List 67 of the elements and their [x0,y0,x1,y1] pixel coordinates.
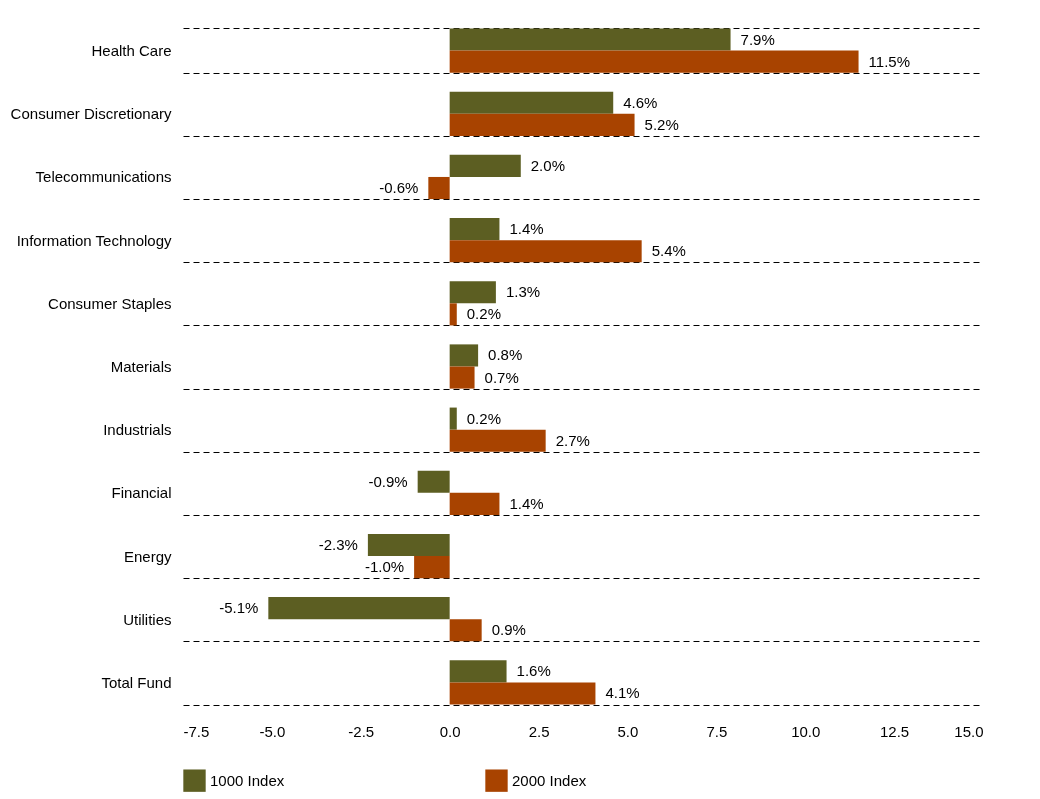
bar [449,619,482,642]
y-tick-label: Utilities [123,610,172,628]
y-tick-label: Consumer Staples [48,294,172,312]
data-label: 2.7% [555,431,590,449]
y-tick-label: Financial [111,484,172,502]
bar [268,597,450,620]
bar [414,556,450,579]
bar [449,429,546,452]
x-tick-label: -7.5 [183,722,210,740]
data-label: 0.2% [466,305,501,323]
data-label: -5.1% [219,599,259,617]
x-tick-label: -2.5 [348,722,375,740]
x-tick-label: 5.0 [617,722,639,740]
y-tick-label: Energy [123,547,172,565]
data-label: 4.6% [623,93,658,111]
bar [417,470,450,493]
y-tick-label: Health Care [91,42,172,60]
x-tick-label: 2.5 [528,722,550,740]
x-tick-label: 0.0 [439,722,461,740]
y-tick-label: Total Fund [101,673,172,691]
bar [449,366,475,389]
data-label: 1.6% [516,662,551,680]
bar [449,682,596,705]
bar [449,113,635,136]
data-label: 5.4% [651,242,686,260]
legend-label: 2000 Index [512,771,587,789]
y-tick-label: Industrials [103,421,172,439]
legend-label: 1000 Index [210,771,285,789]
bar [449,303,457,326]
x-tick-label: 10.0 [791,722,821,740]
data-label: 1.4% [509,494,544,512]
bar [449,91,614,114]
data-label: 1.3% [505,283,541,301]
bar [367,533,450,557]
data-label: 0.2% [466,409,501,427]
y-tick-label: Information Technology [16,231,172,249]
bar [449,281,496,304]
bar [449,660,507,683]
x-tick-label: -5.0 [259,722,286,740]
bar [449,28,731,51]
bar [449,344,479,367]
bar [428,176,450,200]
bar [449,492,500,515]
data-label: 5.2% [644,115,679,133]
bar [449,50,859,73]
data-label: 11.5% [868,52,910,70]
y-tick-label: Consumer Discretionary [10,105,172,123]
y-tick-label: Materials [110,358,172,375]
x-tick-label: 12.5 [880,722,910,740]
x-tick-label: 15.0 [954,722,984,740]
data-label: -0.6% [379,179,419,197]
data-label: -0.9% [368,472,408,490]
y-tick-label: Telecommunications [35,168,172,186]
bar [449,218,500,241]
x-tick-label: 7.5 [706,722,728,740]
data-label: -2.3% [318,535,358,553]
data-label: 0.7% [484,368,519,386]
data-label: 2.0% [530,156,565,174]
data-label: 1.4% [509,220,544,238]
bar [449,240,642,263]
data-label: 7.9% [740,30,775,48]
data-label: 4.1% [605,684,640,702]
data-label: -1.0% [364,558,405,576]
bar [449,154,521,177]
data-label: 0.8% [488,346,523,364]
bar [449,407,457,430]
data-label: 0.9% [491,621,526,639]
